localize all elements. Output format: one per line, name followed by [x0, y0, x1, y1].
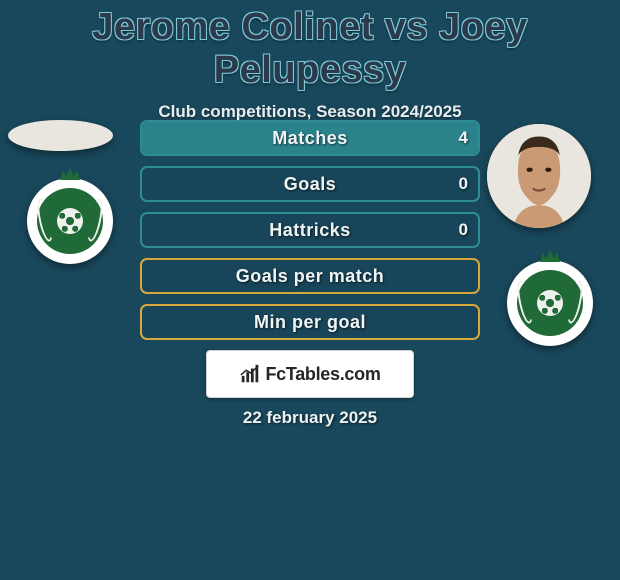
player-right-avatar — [487, 124, 591, 228]
person-icon — [487, 124, 591, 228]
stat-label: Goals — [142, 168, 478, 200]
stat-row: Matches4 — [140, 120, 480, 156]
stat-value-right: 0 — [459, 214, 468, 246]
stat-row: Min per goal — [140, 304, 480, 340]
soccer-ball-icon — [537, 290, 563, 316]
player-left-avatar — [8, 120, 113, 151]
stat-value-right: 4 — [459, 122, 468, 154]
soccer-ball-icon — [57, 208, 83, 234]
crown-icon — [60, 168, 80, 180]
player-left-club-logo — [27, 178, 113, 264]
date-text: 22 february 2025 — [0, 408, 620, 428]
bar-chart-icon — [239, 363, 261, 385]
stat-row: Goals0 — [140, 166, 480, 202]
page-title: Jerome Colinet vs Joey Pelupessy — [0, 0, 620, 92]
crown-icon — [540, 250, 560, 262]
stat-label: Matches — [142, 122, 478, 154]
brand-text: FcTables.com — [265, 364, 380, 385]
stat-label: Min per goal — [142, 306, 478, 338]
stats-panel: Matches4Goals0Hattricks0Goals per matchM… — [140, 120, 480, 350]
player-right-club-logo — [507, 260, 593, 346]
stat-row: Hattricks0 — [140, 212, 480, 248]
stat-row: Goals per match — [140, 258, 480, 294]
stat-label: Goals per match — [142, 260, 478, 292]
brand-attribution: FcTables.com — [206, 350, 414, 398]
stat-label: Hattricks — [142, 214, 478, 246]
stat-value-right: 0 — [459, 168, 468, 200]
subtitle: Club competitions, Season 2024/2025 — [0, 102, 620, 122]
